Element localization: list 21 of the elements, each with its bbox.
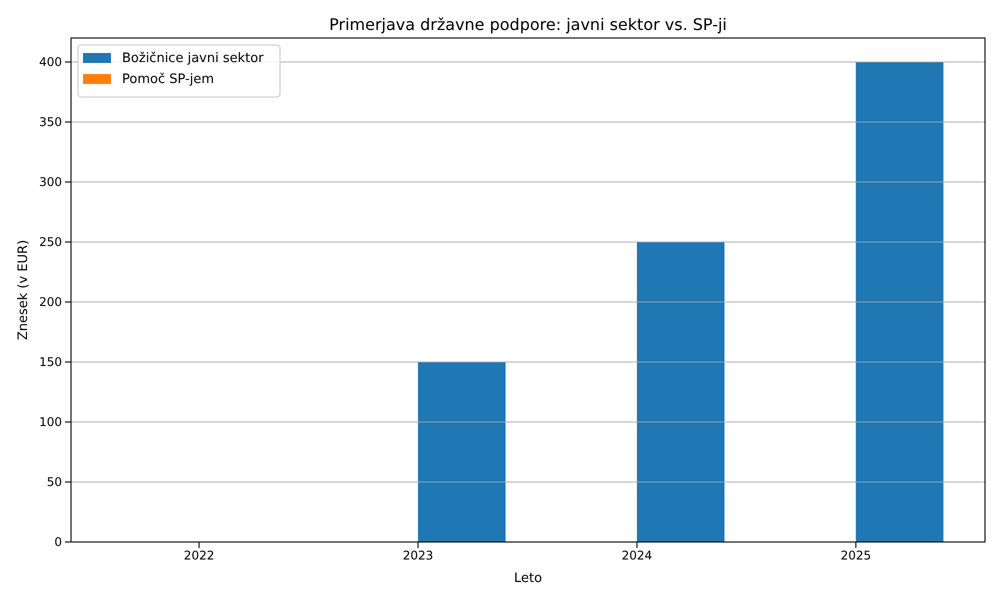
y-tick-label: 150 bbox=[39, 354, 62, 369]
x-tick-label: 2024 bbox=[622, 548, 652, 563]
y-tick-label: 200 bbox=[39, 294, 62, 309]
x-tick-label: 2022 bbox=[184, 548, 214, 563]
x-axis-title: Leto bbox=[514, 571, 542, 586]
bar bbox=[856, 62, 944, 542]
legend-label: Božičnice javni sektor bbox=[122, 51, 264, 66]
y-tick-label: 50 bbox=[46, 474, 62, 489]
chart-title: Primerjava državne podpore: javni sektor vs. SP-ji bbox=[329, 15, 727, 34]
y-tick-label: 100 bbox=[39, 414, 62, 429]
y-tick-label: 400 bbox=[39, 54, 62, 69]
bar bbox=[636, 242, 724, 542]
legend-label: Pomoč SP-jem bbox=[122, 72, 214, 87]
x-tick-label: 2025 bbox=[840, 548, 872, 563]
x-tick-label: 2023 bbox=[402, 548, 434, 563]
y-axis-title: Znesek (v EUR) bbox=[16, 240, 31, 340]
y-tick-label: 300 bbox=[39, 174, 62, 189]
y-tick-label: 250 bbox=[39, 234, 62, 249]
bar bbox=[418, 362, 506, 542]
y-tick-label: 0 bbox=[54, 534, 62, 549]
y-tick-label: 350 bbox=[39, 114, 62, 129]
